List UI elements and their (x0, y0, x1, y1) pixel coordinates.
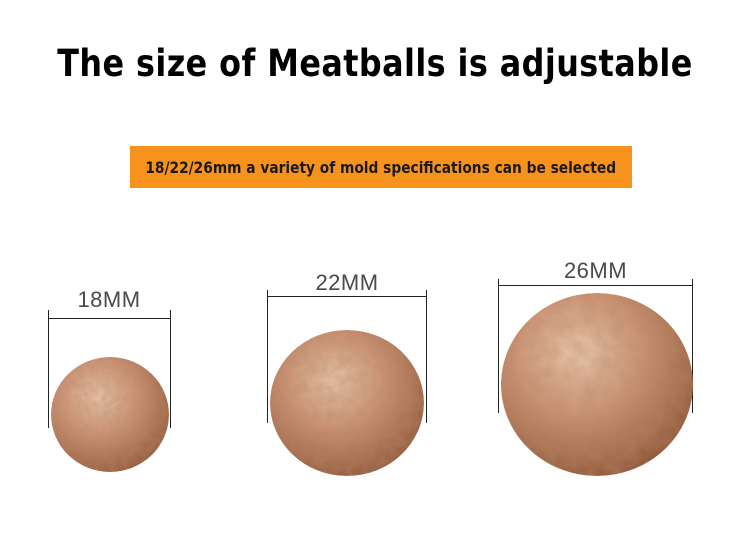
measure-tick-left-22mm (267, 290, 268, 423)
measure-tick-right-18mm (170, 310, 171, 428)
meatball-18mm (51, 357, 169, 472)
measure-line-18mm (48, 318, 170, 319)
meatball-26mm (501, 293, 693, 476)
measure-line-22mm (267, 296, 427, 297)
size-label-22mm: 22MM (315, 270, 379, 295)
measure-tick-left-26mm (498, 279, 499, 413)
measure-tick-right-26mm (692, 279, 693, 413)
size-label-18mm: 18MM (77, 287, 141, 312)
page-title: The size of Meatballs is adjustable (57, 42, 693, 85)
measure-tick-right-22mm (426, 290, 427, 423)
measure-tick-left-18mm (48, 310, 49, 428)
spec-banner-text: 18/22/26mm a variety of mold specificati… (145, 157, 617, 177)
size-label-26mm: 26MM (563, 258, 628, 283)
meatball-22mm (270, 330, 424, 476)
spec-banner: 18/22/26mm a variety of mold specificati… (130, 146, 632, 188)
measure-line-26mm (498, 285, 693, 286)
